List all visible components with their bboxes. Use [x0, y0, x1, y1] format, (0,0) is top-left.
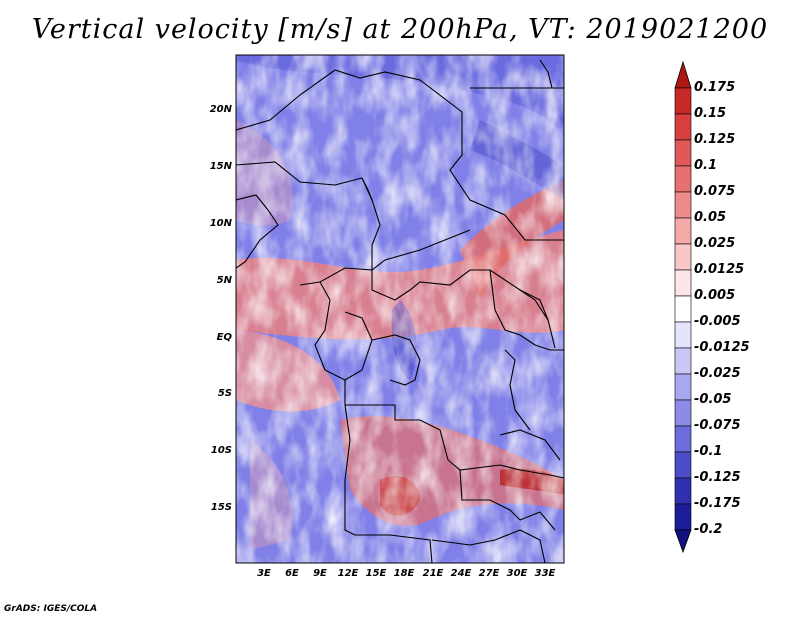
colorbar-max-arrow [674, 60, 692, 89]
lon-tick-label: 15E [365, 568, 387, 579]
colorbar-label: -0.0125 [694, 340, 750, 355]
lat-tick-label: 5S [217, 388, 232, 399]
colorbar-segment [674, 139, 692, 167]
colorbar-label: 0.025 [694, 236, 736, 251]
colorbar-label: 0.0125 [694, 262, 745, 277]
lon-tick-label: 3E [257, 568, 271, 579]
colorbar-label: -0.125 [694, 470, 741, 485]
lon-tick-label: 6E [285, 568, 299, 579]
colorbar-label: -0.1 [694, 444, 723, 459]
lat-tick-label: EQ [216, 332, 232, 343]
colorbar-segment [674, 165, 692, 193]
colorbar-segment [674, 425, 692, 453]
colorbar-segment [674, 321, 692, 349]
colorbar-segment [674, 347, 692, 375]
lat-tick-label: 20N [209, 104, 232, 115]
chart-title: Vertical velocity [m/s] at 200hPa, VT: 2… [31, 14, 769, 45]
lon-tick-label: 21E [422, 568, 444, 579]
map-frame [235, 54, 565, 564]
colorbar-label: -0.075 [694, 418, 741, 433]
lat-tick-label: 10S [210, 445, 232, 456]
lon-tick-label: 9E [313, 568, 327, 579]
lon-tick-label: 18E [393, 568, 415, 579]
colorbar-segment [674, 477, 692, 505]
colorbar-segment [674, 503, 692, 531]
colorbar-segment [674, 399, 692, 427]
colorbar-label: -0.025 [694, 366, 741, 381]
lat-tick-label: 15S [210, 502, 232, 513]
colorbar-label: 0.05 [694, 210, 727, 225]
lat-tick-label: 10N [209, 218, 232, 229]
lat-tick-label: 15N [209, 161, 232, 172]
colorbar-segment [674, 113, 692, 141]
colorbar-label: 0.125 [694, 132, 736, 147]
lon-tick-label: 12E [337, 568, 359, 579]
colorbar-label: -0.2 [694, 522, 723, 537]
colorbar-segment [674, 373, 692, 401]
country-borders [236, 59, 564, 563]
colorbar-label: -0.05 [694, 392, 732, 407]
colorbar-label: 0.175 [694, 80, 736, 95]
colorbar-segment [674, 217, 692, 245]
colorbar [674, 60, 692, 554]
lat-tick-label: 5N [216, 275, 232, 286]
colorbar-segment [674, 451, 692, 479]
colorbar-segment [674, 243, 692, 271]
colorbar-label: -0.175 [694, 496, 741, 511]
credit-text: GrADS: IGES/COLA [4, 604, 98, 614]
lon-tick-label: 27E [478, 568, 500, 579]
colorbar-segment [674, 295, 692, 323]
lon-tick-label: 33E [534, 568, 556, 579]
colorbar-label: 0.1 [694, 158, 718, 173]
lon-tick-label: 30E [506, 568, 528, 579]
colorbar-label: 0.075 [694, 184, 736, 199]
colorbar-min-arrow [674, 529, 692, 554]
colorbar-segment [674, 269, 692, 297]
colorbar-label: -0.005 [694, 314, 741, 329]
velocity-field [236, 55, 564, 563]
colorbar-label: 0.005 [694, 288, 736, 303]
lon-tick-label: 24E [450, 568, 472, 579]
colorbar-segment [674, 191, 692, 219]
colorbar-label: 0.15 [694, 106, 727, 121]
colorbar-segment [674, 87, 692, 115]
